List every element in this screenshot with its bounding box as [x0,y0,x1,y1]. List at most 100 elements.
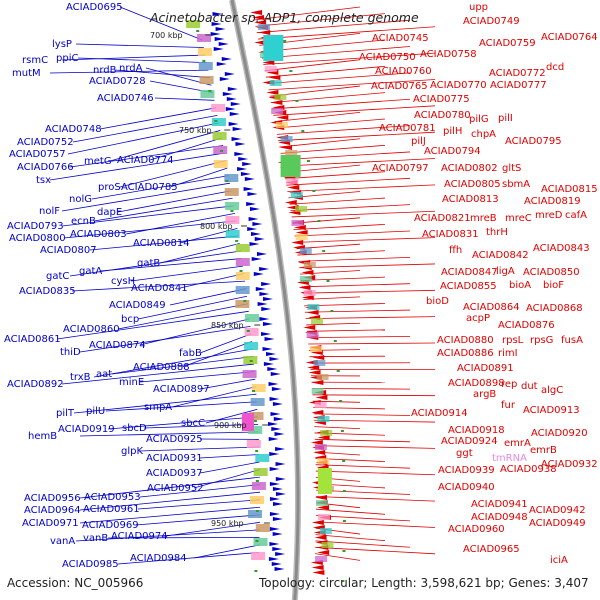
leader-line [315,508,386,515]
feature-box [316,374,329,380]
gene-label: iciA [550,555,568,566]
leader-line [270,92,386,103]
forward-gene-arrow [240,172,251,176]
leader-line [272,98,411,110]
gene-label: ACIAD0868 [526,303,583,314]
leader-line [264,59,361,72]
reverse-gene-arrow [293,225,306,230]
scale-tick-950: 950 kbp [211,519,244,528]
leader-line [75,529,260,542]
leader-line [280,144,386,154]
reverse-gene-arrow [303,325,316,330]
scale-tick-700: 700 kbp [150,31,183,40]
leader-line [93,197,233,222]
leader-line [289,197,386,205]
gene-label: ACIAD0864 [463,302,520,313]
gene-label: acpP [466,313,491,324]
feature-box [263,35,284,61]
leader-line [63,220,237,239]
feature-box [291,220,304,226]
gene-label: gatB [137,258,161,269]
leader-line [278,131,436,142]
forward-gene-arrow [271,562,282,566]
gene-label: rimI [498,348,518,359]
leader-line [99,107,217,130]
gene-label: ACIAD0891 [457,363,514,374]
gene-label: ACIAD0874 [89,340,146,351]
gene-label: ACIAD0795 [505,136,562,147]
gc-marker [341,580,345,582]
forward-gene-arrow [273,417,284,421]
leader-line [268,79,436,91]
feature-box [235,286,250,294]
feature-box [251,552,266,560]
forward-gene-arrow [272,402,283,406]
forward-gene-arrow [269,542,280,546]
leader-line [305,316,436,319]
reverse-gene-arrow [258,30,271,35]
leader-line [107,536,260,539]
leader-line [313,419,436,423]
feature-box [303,290,316,296]
gene-label: ACIAD0800 [9,233,66,244]
forward-gene-arrow [254,237,265,241]
gene-label: ACIAD0758 [420,49,477,60]
forward-gene-arrow [264,337,275,341]
leader-line [293,224,386,231]
feature-box [244,328,259,336]
feature-box [255,454,270,462]
gene-label: ACIAD0803 [70,229,127,240]
gene-label: nrdA [119,63,143,74]
feature-box [299,276,312,282]
leader-line [311,388,411,390]
gene-label: bcp [121,314,140,325]
leader-line [165,521,260,537]
leader-line [135,514,260,526]
gene-label: ACIAD0749 [463,16,520,27]
gc-marker [214,120,218,122]
reverse-gene-arrow [316,505,329,510]
gene-label: ACIAD0695 [66,2,123,13]
gene-label: ACIAD0748 [45,124,102,135]
feature-box [280,136,293,142]
feature-box [317,468,332,494]
forward-gene-arrow [221,57,232,61]
gene-label: ACIAD0850 [523,267,580,278]
map-title: Acinetobacter sp. ADP1, complete genome [150,10,419,25]
reverse-gene-arrow [252,15,265,20]
reverse-gene-arrow [301,295,314,300]
gene-label: pilH [443,126,463,137]
leader-line [56,310,249,340]
gene-label: ACIAD0953 [84,492,141,503]
reverse-gene-arrow [311,410,324,415]
reverse-gene-arrow [276,115,289,120]
gc-marker [239,270,243,272]
forward-gene-arrow [228,122,239,126]
feature-box [271,108,284,114]
leader-line [298,256,411,262]
gene-label: ACIAD0938 [500,464,557,475]
feature-box [224,188,239,196]
scale-tick-850: 850 kbp [211,321,244,330]
gene-label: ACIAD0984 [130,553,187,564]
gene-label: nolF [39,206,60,217]
forward-gene-arrow [265,352,276,356]
gene-label: ACIAD0815 [541,184,598,195]
reverse-gene-arrow [262,60,275,65]
gene-label: proS [98,182,121,193]
gene-label: rpsL [502,335,524,346]
gene-label: mreC [505,213,532,224]
leader-line [265,65,386,78]
forward-gene-arrow [269,497,280,501]
leader-line [139,318,250,346]
forward-gene-arrow [237,167,248,171]
feature-box [315,556,328,562]
gene-label: ACIAD0920 [531,428,588,439]
reverse-gene-arrow [307,365,320,370]
gene-label: upp [469,2,489,13]
feature-box [307,304,320,310]
gene-label: ACIAD0797 [372,163,429,174]
gene-label: ACIAD0888 [133,362,190,373]
gene-label: ACIAD0775 [413,94,470,105]
gc-marker [301,130,305,132]
